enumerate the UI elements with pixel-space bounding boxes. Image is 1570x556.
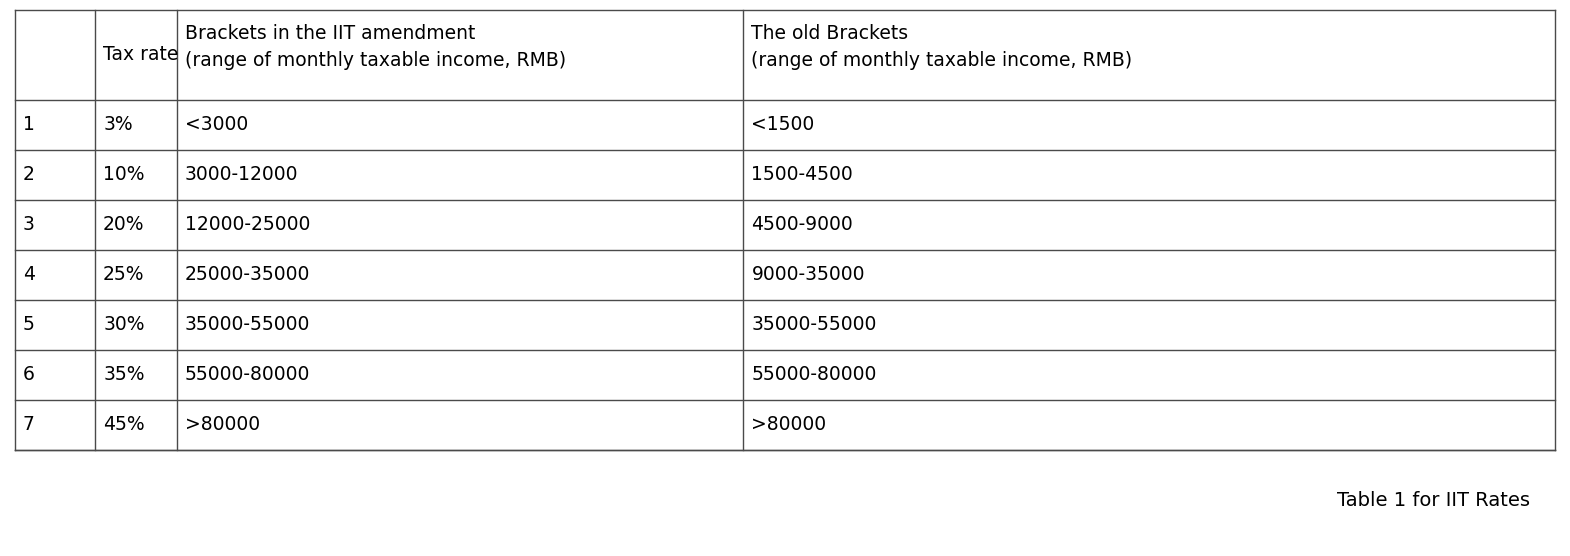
- Text: 9000-35000: 9000-35000: [752, 266, 865, 285]
- Text: 35000-55000: 35000-55000: [185, 315, 309, 335]
- Text: 4500-9000: 4500-9000: [752, 216, 853, 235]
- Text: 25%: 25%: [104, 266, 144, 285]
- Text: 1: 1: [24, 116, 35, 135]
- Text: 3%: 3%: [104, 116, 133, 135]
- Text: Tax rate: Tax rate: [104, 46, 179, 64]
- Text: <3000: <3000: [185, 116, 248, 135]
- Text: 6: 6: [24, 365, 35, 385]
- Text: 4: 4: [24, 266, 35, 285]
- Text: 20%: 20%: [104, 216, 144, 235]
- Text: >80000: >80000: [752, 415, 826, 434]
- Text: 2: 2: [24, 166, 35, 185]
- Text: 3: 3: [24, 216, 35, 235]
- Text: 30%: 30%: [104, 315, 144, 335]
- Text: <1500: <1500: [752, 116, 815, 135]
- Text: The old Brackets
(range of monthly taxable income, RMB): The old Brackets (range of monthly taxab…: [752, 24, 1132, 70]
- Text: >80000: >80000: [185, 415, 259, 434]
- Text: 3000-12000: 3000-12000: [185, 166, 298, 185]
- Text: Brackets in the IIT amendment
(range of monthly taxable income, RMB): Brackets in the IIT amendment (range of …: [185, 24, 565, 70]
- Text: 35000-55000: 35000-55000: [752, 315, 876, 335]
- Text: 55000-80000: 55000-80000: [185, 365, 309, 385]
- Text: 12000-25000: 12000-25000: [185, 216, 309, 235]
- Text: 7: 7: [24, 415, 35, 434]
- Text: 25000-35000: 25000-35000: [185, 266, 309, 285]
- Text: 35%: 35%: [104, 365, 144, 385]
- Text: 1500-4500: 1500-4500: [752, 166, 853, 185]
- Text: 55000-80000: 55000-80000: [752, 365, 876, 385]
- Text: 10%: 10%: [104, 166, 144, 185]
- Text: Table 1 for IIT Rates: Table 1 for IIT Rates: [1338, 490, 1531, 509]
- Text: 45%: 45%: [104, 415, 144, 434]
- Text: 5: 5: [24, 315, 35, 335]
